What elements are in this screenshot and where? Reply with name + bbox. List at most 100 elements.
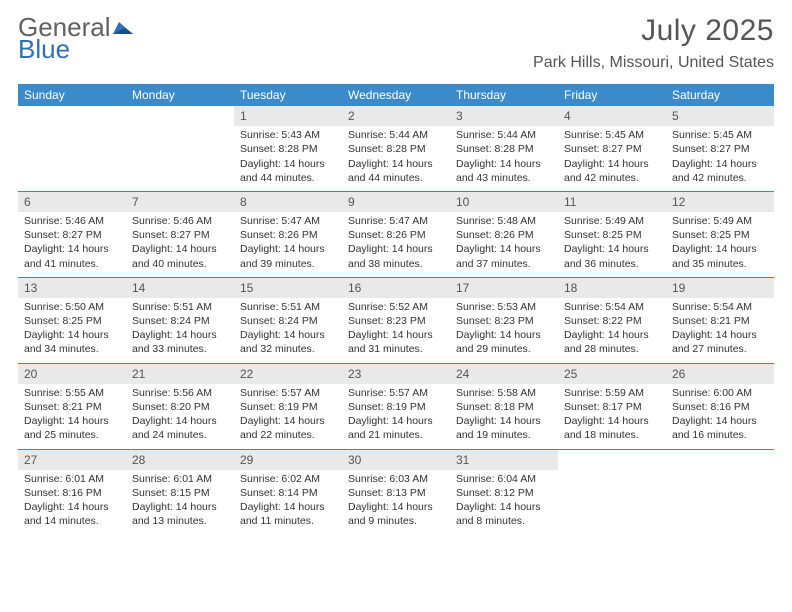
day-details: Sunrise: 5:45 AMSunset: 8:27 PMDaylight:…: [666, 126, 774, 191]
calendar-day: 7Sunrise: 5:46 AMSunset: 8:27 PMDaylight…: [126, 192, 234, 277]
day-details: Sunrise: 5:48 AMSunset: 8:26 PMDaylight:…: [450, 212, 558, 277]
day-number: 8: [234, 192, 342, 212]
day-details: Sunrise: 6:01 AMSunset: 8:15 PMDaylight:…: [126, 470, 234, 535]
calendar-body: 1Sunrise: 5:43 AMSunset: 8:28 PMDaylight…: [18, 106, 774, 534]
dow-thursday: Thursday: [450, 84, 558, 106]
sunset-text: Sunset: 8:28 PM: [240, 142, 336, 156]
day-number: [126, 106, 234, 126]
day-number: 1: [234, 106, 342, 126]
sunset-text: Sunset: 8:16 PM: [24, 486, 120, 500]
sunset-text: Sunset: 8:15 PM: [132, 486, 228, 500]
calendar-day: 26Sunrise: 6:00 AMSunset: 8:16 PMDayligh…: [666, 364, 774, 449]
daylight-text: Daylight: 14 hours and 42 minutes.: [564, 157, 660, 185]
sunset-text: Sunset: 8:27 PM: [132, 228, 228, 242]
calendar-day: 24Sunrise: 5:58 AMSunset: 8:18 PMDayligh…: [450, 364, 558, 449]
day-details: Sunrise: 5:53 AMSunset: 8:23 PMDaylight:…: [450, 298, 558, 363]
calendar-day: 19Sunrise: 5:54 AMSunset: 8:21 PMDayligh…: [666, 278, 774, 363]
sunrise-text: Sunrise: 5:46 AM: [132, 214, 228, 228]
daylight-text: Daylight: 14 hours and 9 minutes.: [348, 500, 444, 528]
calendar-day: 21Sunrise: 5:56 AMSunset: 8:20 PMDayligh…: [126, 364, 234, 449]
daylight-text: Daylight: 14 hours and 40 minutes.: [132, 242, 228, 270]
sunrise-text: Sunrise: 6:02 AM: [240, 472, 336, 486]
calendar-day: 3Sunrise: 5:44 AMSunset: 8:28 PMDaylight…: [450, 106, 558, 191]
day-details: Sunrise: 5:46 AMSunset: 8:27 PMDaylight:…: [18, 212, 126, 277]
sunrise-text: Sunrise: 5:44 AM: [456, 128, 552, 142]
day-details: Sunrise: 6:01 AMSunset: 8:16 PMDaylight:…: [18, 470, 126, 535]
sunset-text: Sunset: 8:19 PM: [348, 400, 444, 414]
calendar-day: [126, 106, 234, 191]
day-details: Sunrise: 5:47 AMSunset: 8:26 PMDaylight:…: [342, 212, 450, 277]
sunrise-text: Sunrise: 5:45 AM: [672, 128, 768, 142]
calendar-day: 2Sunrise: 5:44 AMSunset: 8:28 PMDaylight…: [342, 106, 450, 191]
day-details: Sunrise: 5:57 AMSunset: 8:19 PMDaylight:…: [342, 384, 450, 449]
day-details: Sunrise: 5:51 AMSunset: 8:24 PMDaylight:…: [126, 298, 234, 363]
sunrise-text: Sunrise: 5:43 AM: [240, 128, 336, 142]
dow-monday: Monday: [126, 84, 234, 106]
calendar-day: 13Sunrise: 5:50 AMSunset: 8:25 PMDayligh…: [18, 278, 126, 363]
calendar-day: 31Sunrise: 6:04 AMSunset: 8:12 PMDayligh…: [450, 450, 558, 535]
calendar-day: 16Sunrise: 5:52 AMSunset: 8:23 PMDayligh…: [342, 278, 450, 363]
sunrise-text: Sunrise: 5:52 AM: [348, 300, 444, 314]
calendar-day: 11Sunrise: 5:49 AMSunset: 8:25 PMDayligh…: [558, 192, 666, 277]
day-number: 15: [234, 278, 342, 298]
sunset-text: Sunset: 8:17 PM: [564, 400, 660, 414]
day-details: Sunrise: 5:54 AMSunset: 8:22 PMDaylight:…: [558, 298, 666, 363]
day-details: Sunrise: 5:46 AMSunset: 8:27 PMDaylight:…: [126, 212, 234, 277]
daylight-text: Daylight: 14 hours and 24 minutes.: [132, 414, 228, 442]
sunset-text: Sunset: 8:23 PM: [456, 314, 552, 328]
daylight-text: Daylight: 14 hours and 29 minutes.: [456, 328, 552, 356]
day-number: 21: [126, 364, 234, 384]
sunrise-text: Sunrise: 5:46 AM: [24, 214, 120, 228]
calendar-day: 5Sunrise: 5:45 AMSunset: 8:27 PMDaylight…: [666, 106, 774, 191]
calendar-day: 29Sunrise: 6:02 AMSunset: 8:14 PMDayligh…: [234, 450, 342, 535]
sunrise-text: Sunrise: 6:00 AM: [672, 386, 768, 400]
calendar-day: 22Sunrise: 5:57 AMSunset: 8:19 PMDayligh…: [234, 364, 342, 449]
day-details: Sunrise: 5:56 AMSunset: 8:20 PMDaylight:…: [126, 384, 234, 449]
day-number: 2: [342, 106, 450, 126]
day-number: 13: [18, 278, 126, 298]
sunset-text: Sunset: 8:27 PM: [24, 228, 120, 242]
daylight-text: Daylight: 14 hours and 38 minutes.: [348, 242, 444, 270]
sunrise-text: Sunrise: 6:03 AM: [348, 472, 444, 486]
day-number: 24: [450, 364, 558, 384]
day-details: Sunrise: 5:51 AMSunset: 8:24 PMDaylight:…: [234, 298, 342, 363]
sunset-text: Sunset: 8:24 PM: [240, 314, 336, 328]
sunrise-text: Sunrise: 5:48 AM: [456, 214, 552, 228]
calendar: Sunday Monday Tuesday Wednesday Thursday…: [18, 84, 774, 534]
sunrise-text: Sunrise: 5:57 AM: [348, 386, 444, 400]
brand-logo: GeneralBlue: [18, 14, 135, 62]
day-number: [18, 106, 126, 126]
day-number: 31: [450, 450, 558, 470]
calendar-week: 27Sunrise: 6:01 AMSunset: 8:16 PMDayligh…: [18, 449, 774, 535]
sunrise-text: Sunrise: 5:54 AM: [672, 300, 768, 314]
sunset-text: Sunset: 8:28 PM: [456, 142, 552, 156]
day-details: Sunrise: 5:47 AMSunset: 8:26 PMDaylight:…: [234, 212, 342, 277]
day-details: Sunrise: 5:43 AMSunset: 8:28 PMDaylight:…: [234, 126, 342, 191]
calendar-day: [18, 106, 126, 191]
calendar-day: 15Sunrise: 5:51 AMSunset: 8:24 PMDayligh…: [234, 278, 342, 363]
sunrise-text: Sunrise: 5:59 AM: [564, 386, 660, 400]
daylight-text: Daylight: 14 hours and 35 minutes.: [672, 242, 768, 270]
sunset-text: Sunset: 8:18 PM: [456, 400, 552, 414]
sunrise-text: Sunrise: 6:04 AM: [456, 472, 552, 486]
dow-saturday: Saturday: [666, 84, 774, 106]
page-subtitle: Park Hills, Missouri, United States: [533, 54, 774, 72]
sunrise-text: Sunrise: 5:47 AM: [348, 214, 444, 228]
day-number: 28: [126, 450, 234, 470]
daylight-text: Daylight: 14 hours and 11 minutes.: [240, 500, 336, 528]
daylight-text: Daylight: 14 hours and 22 minutes.: [240, 414, 336, 442]
calendar-week: 6Sunrise: 5:46 AMSunset: 8:27 PMDaylight…: [18, 191, 774, 277]
day-number: 7: [126, 192, 234, 212]
day-number: 18: [558, 278, 666, 298]
daylight-text: Daylight: 14 hours and 31 minutes.: [348, 328, 444, 356]
sunrise-text: Sunrise: 5:44 AM: [348, 128, 444, 142]
sunrise-text: Sunrise: 5:54 AM: [564, 300, 660, 314]
dow-friday: Friday: [558, 84, 666, 106]
sunset-text: Sunset: 8:25 PM: [24, 314, 120, 328]
sunset-text: Sunset: 8:27 PM: [564, 142, 660, 156]
sunrise-text: Sunrise: 5:50 AM: [24, 300, 120, 314]
dow-header: Sunday Monday Tuesday Wednesday Thursday…: [18, 84, 774, 106]
sunset-text: Sunset: 8:26 PM: [240, 228, 336, 242]
sunset-text: Sunset: 8:16 PM: [672, 400, 768, 414]
day-details: Sunrise: 5:58 AMSunset: 8:18 PMDaylight:…: [450, 384, 558, 449]
